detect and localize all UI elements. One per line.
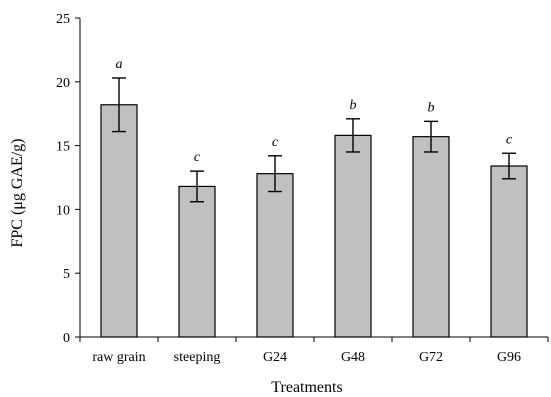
bar <box>490 165 528 338</box>
bar <box>178 185 216 338</box>
bar <box>100 104 138 338</box>
y-tick-label: 5 <box>63 267 70 282</box>
significance-label: c <box>272 135 279 150</box>
x-tick-label: G48 <box>341 350 365 365</box>
y-axis: 0 5 10 15 20 25 <box>56 12 81 346</box>
significance-label: b <box>428 100 435 115</box>
x-tick-label: G24 <box>263 350 287 365</box>
bar <box>412 136 450 338</box>
x-tick-label: G96 <box>497 350 521 365</box>
y-tick-label: 15 <box>56 140 70 155</box>
x-tick-label: G72 <box>419 350 443 365</box>
significance-label: c <box>506 132 513 147</box>
bar <box>256 173 294 338</box>
significance-label: b <box>350 98 357 113</box>
x-axis: raw grain steeping G24 G48 G72 G96 <box>79 336 549 365</box>
x-tick-label: steeping <box>174 350 221 365</box>
bars: a c c b b c <box>100 57 528 338</box>
x-axis-title: Treatments <box>271 379 342 396</box>
y-tick-label: 25 <box>56 12 70 27</box>
significance-label: c <box>194 150 201 165</box>
bar <box>334 134 372 338</box>
y-tick-label: 0 <box>63 331 70 346</box>
y-tick-label: 20 <box>56 76 70 91</box>
x-tick-label: raw grain <box>92 350 145 365</box>
significance-label: a <box>116 57 123 72</box>
y-tick-label: 10 <box>56 203 70 218</box>
y-axis-title: FPC (μg GAE/g) <box>9 138 26 247</box>
